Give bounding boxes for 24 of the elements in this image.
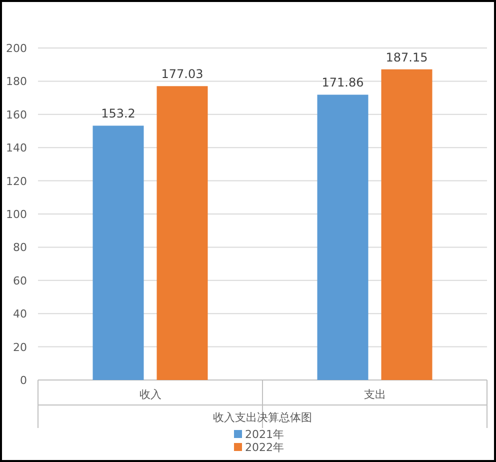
bar [156,86,208,380]
x-axis-title: 收入支出决算总体图 [213,411,312,424]
data-label: 171.86 [322,76,364,90]
y-tick-label: 180 [6,75,27,88]
y-tick-label: 80 [13,241,27,254]
bar [381,69,432,380]
bar [92,126,144,380]
y-tick-label: 20 [13,340,27,354]
y-tick-label: 120 [6,174,27,188]
legend-label: 2022年 [245,441,284,454]
y-tick-label: 140 [6,142,27,155]
y-tick-label: 100 [6,208,27,221]
y-tick-label: 60 [13,274,27,288]
y-tick-label: 0 [20,374,27,387]
y-tick-label: 40 [13,308,27,321]
y-tick-label: 200 [6,42,27,55]
y-tick-label: 160 [6,108,27,122]
bar [317,94,368,380]
data-label: 187.15 [386,50,428,64]
data-label: 153.2 [101,106,136,121]
legend-label: 2021年 [245,428,284,441]
x-tick-label: 支出 [364,388,386,401]
x-tick-label: 收入 [139,388,162,401]
data-label: 177.03 [161,67,204,82]
